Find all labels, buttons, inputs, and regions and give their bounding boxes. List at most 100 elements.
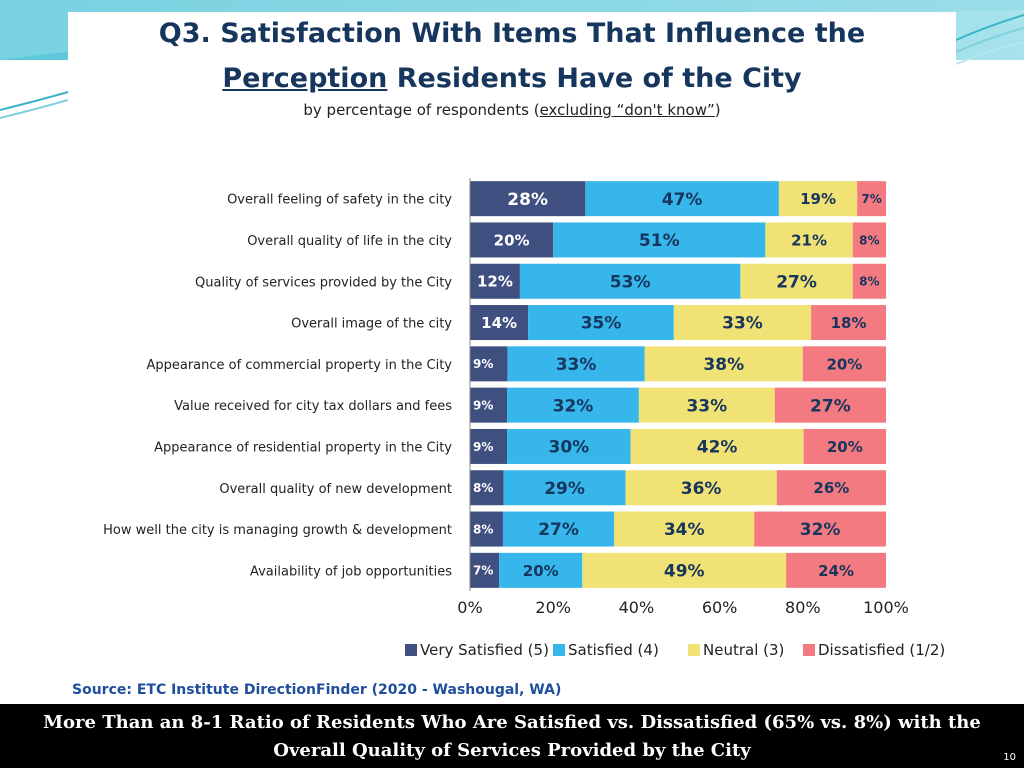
x-tick-label: 100% xyxy=(863,598,909,617)
data-label: 33% xyxy=(556,355,597,375)
data-label: 8% xyxy=(473,522,493,536)
bar-segment-very-satisfied xyxy=(470,511,503,547)
bar-segment-neutral xyxy=(673,305,812,341)
data-label: 21% xyxy=(791,231,827,249)
data-label: 19% xyxy=(800,190,836,208)
bar-segment-dissatisfied xyxy=(852,222,886,258)
legend-item-dissatisfied: Dissatisfied (1/2) xyxy=(803,641,945,659)
x-tick-label: 20% xyxy=(535,598,571,617)
legend-label: Neutral (3) xyxy=(703,641,785,659)
footer-banner: More Than an 8-1 Ratio of Residents Who … xyxy=(0,704,1024,768)
legend-item-satisfied: Satisfied (4) xyxy=(553,641,659,659)
bar-segment-dissatisfied xyxy=(857,181,886,217)
bar-segment-satisfied xyxy=(507,387,639,423)
bar-segment-neutral xyxy=(740,263,853,299)
bar-segment-dissatisfied xyxy=(754,511,886,547)
bar-segment-dissatisfied xyxy=(774,387,886,423)
category-label: Overall image of the city xyxy=(291,317,452,332)
bar-segment-neutral xyxy=(630,428,804,464)
data-label: 14% xyxy=(481,314,517,332)
data-label: 8% xyxy=(473,481,493,495)
category-label: Availability of job opportunities xyxy=(250,564,452,579)
legend-swatch xyxy=(405,644,417,656)
data-label: 18% xyxy=(831,314,867,332)
category-label: Appearance of commercial property in the… xyxy=(146,358,452,373)
data-label: 49% xyxy=(664,561,705,581)
chart-title-line-2: Perception Residents Have of the City xyxy=(222,63,802,94)
bar-segment-dissatisfied xyxy=(811,305,886,341)
category-label: Value received for city tax dollars and … xyxy=(174,399,452,414)
bar-segment-satisfied xyxy=(585,181,779,217)
legend-swatch xyxy=(553,644,565,656)
bar-segment-very-satisfied xyxy=(470,428,508,464)
bar-segment-very-satisfied xyxy=(470,181,586,217)
legend-item-very-satisfied: Very Satisfied (5) xyxy=(405,641,549,659)
data-label: 9% xyxy=(473,357,493,371)
data-label: 24% xyxy=(818,562,854,580)
data-label: 9% xyxy=(473,398,493,412)
category-label: Overall quality of new development xyxy=(219,482,452,497)
data-label: 27% xyxy=(776,272,817,292)
data-label: 32% xyxy=(800,520,841,540)
bar-segment-very-satisfied xyxy=(470,263,520,299)
bar-segment-very-satisfied xyxy=(470,346,508,382)
bar-segment-dissatisfied xyxy=(852,263,886,299)
bar-segment-satisfied xyxy=(528,305,674,341)
data-label: 32% xyxy=(553,396,594,416)
legend-swatch xyxy=(688,644,700,656)
data-label: 51% xyxy=(639,231,680,251)
data-label: 42% xyxy=(697,438,738,458)
data-label: 9% xyxy=(473,440,493,454)
chart-title-line-1: Q3. Satisfaction With Items That Influen… xyxy=(158,18,866,49)
data-label: 27% xyxy=(538,520,579,540)
bar-segment-satisfied xyxy=(507,428,631,464)
legend-item-neutral: Neutral (3) xyxy=(688,641,784,659)
bar-segment-satisfied xyxy=(519,263,741,299)
bar-segment-neutral xyxy=(778,181,858,217)
data-label: 35% xyxy=(581,314,622,334)
bar-segment-very-satisfied xyxy=(470,470,504,506)
bar-segment-very-satisfied xyxy=(470,222,554,258)
data-label: 20% xyxy=(523,562,559,580)
category-label: Quality of services provided by the City xyxy=(195,275,452,290)
data-label: 36% xyxy=(681,479,722,499)
data-label: 29% xyxy=(544,479,585,499)
data-label: 20% xyxy=(494,231,530,249)
data-label: 20% xyxy=(826,355,862,373)
x-tick-label: 40% xyxy=(619,598,655,617)
bar-segment-dissatisfied xyxy=(776,470,886,506)
data-label: 12% xyxy=(477,273,513,291)
bar-segment-very-satisfied xyxy=(470,387,508,423)
data-label: 8% xyxy=(859,233,879,247)
data-label: 20% xyxy=(827,438,863,456)
bar-segment-neutral xyxy=(614,511,755,547)
data-label: 30% xyxy=(548,438,589,458)
legend-label: Satisfied (4) xyxy=(568,641,659,659)
bar-segment-neutral xyxy=(625,470,777,506)
bar-segment-very-satisfied xyxy=(470,305,529,341)
bar-segment-satisfied xyxy=(502,511,615,547)
chart-legend: Very Satisfied (5) Satisfied (4) Neutral (… xyxy=(405,641,965,663)
category-label: How well the city is managing growth & d… xyxy=(103,523,452,538)
x-tick-label: 80% xyxy=(785,598,821,617)
bar-segment-dissatisfied xyxy=(802,346,886,382)
source-note: Source: ETC Institute DirectionFinder (2… xyxy=(72,682,562,698)
data-label: 27% xyxy=(810,396,851,416)
category-label: Overall feeling of safety in the city xyxy=(227,193,452,208)
legend-label: Very Satisfied (5) xyxy=(420,641,549,659)
bar-segment-neutral xyxy=(765,222,853,258)
data-label: 53% xyxy=(610,272,651,292)
bar-segment-very-satisfied xyxy=(470,552,500,588)
page-number: 10 xyxy=(1003,752,1016,763)
chart-subtitle: by percentage of respondents (excluding … xyxy=(303,101,721,119)
data-label: 7% xyxy=(473,564,493,578)
title-underlined-word: Perception xyxy=(222,63,388,94)
data-label: 47% xyxy=(662,190,703,210)
bar-segment-neutral xyxy=(582,552,787,588)
x-tick-label: 60% xyxy=(702,598,738,617)
bar-segment-satisfied xyxy=(507,346,645,382)
bar-segment-satisfied xyxy=(553,222,766,258)
bar-segment-neutral xyxy=(644,346,803,382)
bar-segment-dissatisfied xyxy=(786,552,886,588)
bar-segment-satisfied xyxy=(503,470,626,506)
